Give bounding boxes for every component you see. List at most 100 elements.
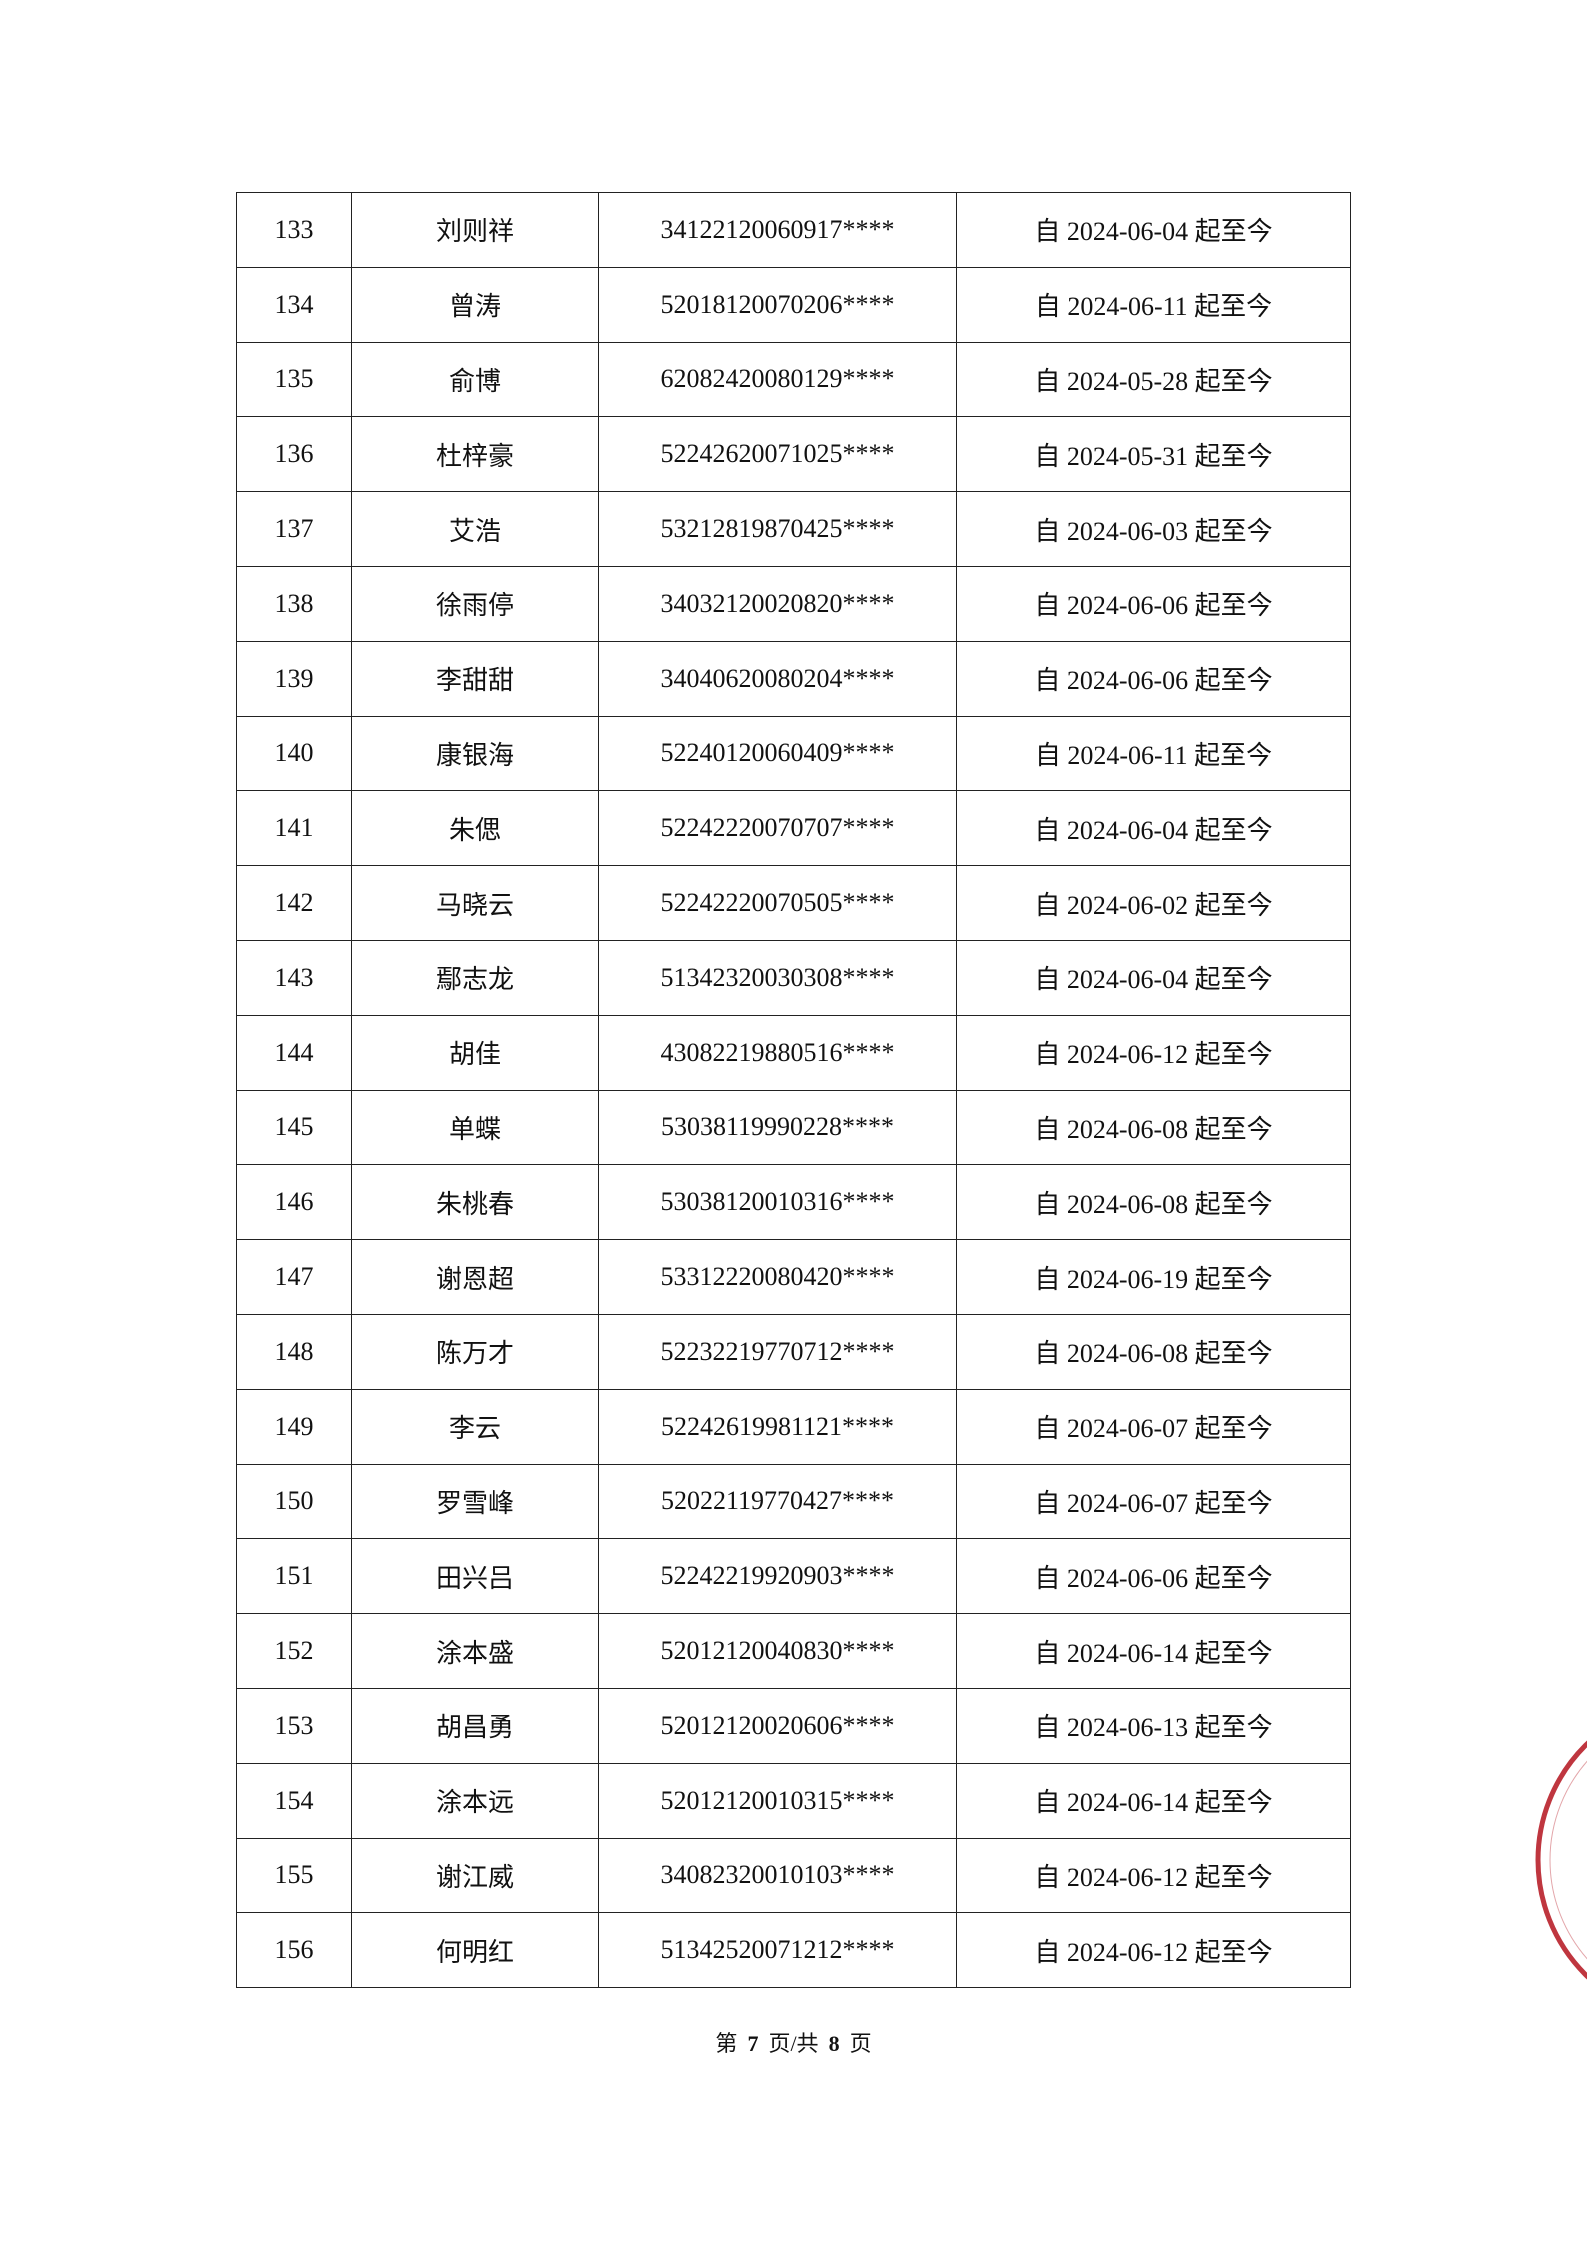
id-number: 52018120070206**** xyxy=(598,266,957,343)
row-number: 139 xyxy=(236,640,352,717)
registration-period: 自 2024-06-12 起至今 xyxy=(956,1837,1351,1914)
id-number: 51342520071212**** xyxy=(598,1912,957,1989)
id-number: 53212819870425**** xyxy=(598,491,957,567)
row-number: 149 xyxy=(236,1388,352,1465)
id-number: 53312220080420**** xyxy=(598,1239,957,1315)
registration-period: 自 2024-06-06 起至今 xyxy=(956,565,1351,642)
row-number: 155 xyxy=(236,1837,352,1914)
footer-suffix: 页 xyxy=(849,2031,872,2056)
total-pages: 8 xyxy=(828,2031,840,2056)
id-number: 52012120020606**** xyxy=(598,1687,957,1764)
person-name: 朱桃春 xyxy=(351,1164,599,1241)
id-number: 52012120040830**** xyxy=(598,1613,957,1689)
person-name: 涂本远 xyxy=(351,1762,599,1839)
row-number: 135 xyxy=(236,341,352,418)
row-number: 147 xyxy=(236,1239,352,1315)
table-row: 136 杜梓豪 52242620071025**** 自 2024-05-31 起至今 xyxy=(236,416,1351,493)
person-name: 涂本盛 xyxy=(351,1613,599,1689)
person-name: 李甜甜 xyxy=(351,640,599,717)
person-name: 曾涛 xyxy=(351,266,599,343)
table-row: 135 俞博 62082420080129**** 自 2024-05-28 起至今 xyxy=(236,341,1351,418)
page-footer: 第 7 页/共 8 页 xyxy=(0,2026,1587,2058)
registration-period: 自 2024-06-12 起至今 xyxy=(956,1912,1351,1989)
id-number: 34082320010103**** xyxy=(598,1837,957,1914)
id-number: 52242220070707**** xyxy=(598,790,957,867)
registration-period: 自 2024-06-08 起至今 xyxy=(956,1089,1351,1166)
id-number: 62082420080129**** xyxy=(598,341,957,418)
person-name: 朱偲 xyxy=(351,790,599,867)
row-number: 148 xyxy=(236,1313,352,1390)
table-row: 134 曾涛 52018120070206**** 自 2024-06-11 起至今 xyxy=(236,266,1351,343)
registration-period: 自 2024-06-02 起至今 xyxy=(956,865,1351,941)
person-name: 谢江威 xyxy=(351,1837,599,1914)
registration-period: 自 2024-06-04 起至今 xyxy=(956,790,1351,867)
id-number: 52242619981121**** xyxy=(598,1388,957,1465)
table-row: 151 田兴吕 52242219920903**** 自 2024-06-06 起至今 xyxy=(236,1538,1351,1615)
registration-period: 自 2024-06-04 起至今 xyxy=(956,192,1351,268)
official-seal-icon xyxy=(1535,1740,1587,1980)
row-number: 153 xyxy=(236,1687,352,1764)
registration-period: 自 2024-06-08 起至今 xyxy=(956,1313,1351,1390)
person-name: 李云 xyxy=(351,1388,599,1465)
table-row: 145 单蝶 53038119990228**** 自 2024-06-08 起至今 xyxy=(236,1089,1351,1166)
id-number: 51342320030308**** xyxy=(598,939,957,1016)
id-number: 53038120010316**** xyxy=(598,1164,957,1241)
person-name: 艾浩 xyxy=(351,491,599,567)
person-name: 单蝶 xyxy=(351,1089,599,1166)
row-number: 150 xyxy=(236,1463,352,1540)
person-name: 徐雨停 xyxy=(351,565,599,642)
table-row: 144 胡佳 43082219880516**** 自 2024-06-12 起至今 xyxy=(236,1014,1351,1091)
table-row: 146 朱桃春 53038120010316**** 自 2024-06-08 起至今 xyxy=(236,1164,1351,1241)
row-number: 141 xyxy=(236,790,352,867)
id-number: 52240120060409**** xyxy=(598,715,957,792)
row-number: 146 xyxy=(236,1164,352,1241)
table-row: 140 康银海 52240120060409**** 自 2024-06-11 起至今 xyxy=(236,715,1351,792)
person-name: 刘则祥 xyxy=(351,192,599,268)
person-name: 胡佳 xyxy=(351,1014,599,1091)
id-number: 52242220070505**** xyxy=(598,865,957,941)
registration-period: 自 2024-05-28 起至今 xyxy=(956,341,1351,418)
row-number: 134 xyxy=(236,266,352,343)
person-name: 马晓云 xyxy=(351,865,599,941)
registration-period: 自 2024-06-11 起至今 xyxy=(956,266,1351,343)
id-number: 34040620080204**** xyxy=(598,640,957,717)
registration-period: 自 2024-06-13 起至今 xyxy=(956,1687,1351,1764)
table-row: 139 李甜甜 34040620080204**** 自 2024-06-06 起至今 xyxy=(236,640,1351,717)
id-number: 52232219770712**** xyxy=(598,1313,957,1390)
row-number: 156 xyxy=(236,1912,352,1989)
registration-period: 自 2024-06-12 起至今 xyxy=(956,1014,1351,1091)
registration-period: 自 2024-06-14 起至今 xyxy=(956,1613,1351,1689)
row-number: 133 xyxy=(236,192,352,268)
row-number: 154 xyxy=(236,1762,352,1839)
table-row: 142 马晓云 52242220070505**** 自 2024-06-02 起至今 xyxy=(236,865,1351,941)
personnel-table: 133 刘则祥 34122120060917**** 自 2024-06-04 起至今… xyxy=(236,192,1351,1989)
row-number: 142 xyxy=(236,865,352,941)
id-number: 34122120060917**** xyxy=(598,192,957,268)
id-number: 52242219920903**** xyxy=(598,1538,957,1615)
id-number: 52242620071025**** xyxy=(598,416,957,493)
table-row: 153 胡昌勇 52012120020606**** 自 2024-06-13 起至今 xyxy=(236,1687,1351,1764)
table-row: 137 艾浩 53212819870425**** 自 2024-06-03 起至今 xyxy=(236,491,1351,567)
person-name: 陈万才 xyxy=(351,1313,599,1390)
table-row: 156 何明红 51342520071212**** 自 2024-06-12 起至今 xyxy=(236,1912,1351,1989)
table-row: 147 谢恩超 53312220080420**** 自 2024-06-19 起至今 xyxy=(236,1239,1351,1315)
person-name: 罗雪峰 xyxy=(351,1463,599,1540)
person-name: 谢恩超 xyxy=(351,1239,599,1315)
registration-period: 自 2024-06-03 起至今 xyxy=(956,491,1351,567)
table-row: 141 朱偲 52242220070707**** 自 2024-06-04 起至今 xyxy=(236,790,1351,867)
table-row: 133 刘则祥 34122120060917**** 自 2024-06-04 起至今 xyxy=(236,192,1351,268)
id-number: 53038119990228**** xyxy=(598,1089,957,1166)
row-number: 136 xyxy=(236,416,352,493)
registration-period: 自 2024-06-08 起至今 xyxy=(956,1164,1351,1241)
footer-prefix: 第 xyxy=(715,2031,738,2056)
row-number: 140 xyxy=(236,715,352,792)
registration-period: 自 2024-06-06 起至今 xyxy=(956,1538,1351,1615)
registration-period: 自 2024-06-11 起至今 xyxy=(956,715,1351,792)
person-name: 鄢志龙 xyxy=(351,939,599,1016)
table-row: 152 涂本盛 52012120040830**** 自 2024-06-14 起至今 xyxy=(236,1613,1351,1689)
row-number: 144 xyxy=(236,1014,352,1091)
person-name: 杜梓豪 xyxy=(351,416,599,493)
table-row: 138 徐雨停 34032120020820**** 自 2024-06-06 起至今 xyxy=(236,565,1351,642)
row-number: 143 xyxy=(236,939,352,1016)
registration-period: 自 2024-05-31 起至今 xyxy=(956,416,1351,493)
